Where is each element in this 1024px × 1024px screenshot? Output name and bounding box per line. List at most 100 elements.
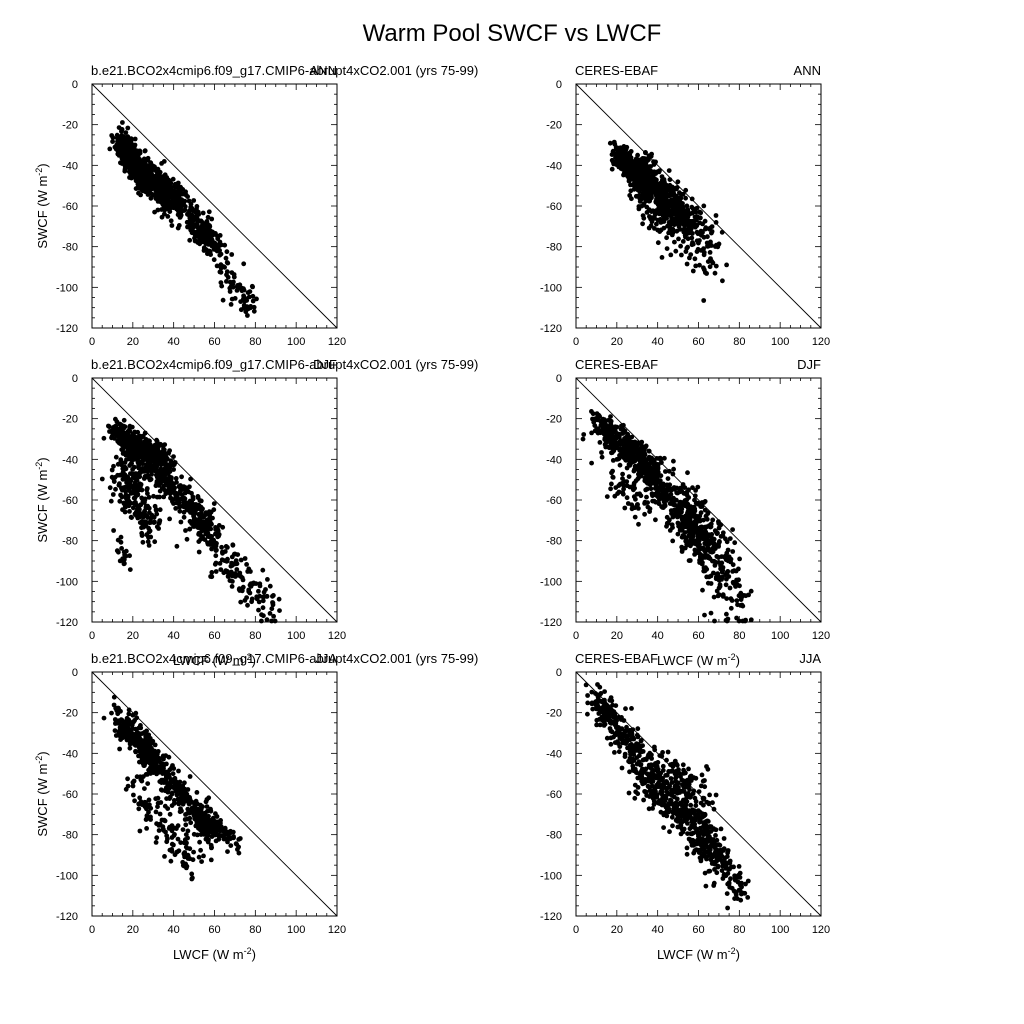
scatter-point — [614, 155, 620, 161]
scatter-point — [666, 230, 671, 236]
scatter-point — [644, 186, 649, 192]
scatter-point — [181, 200, 186, 206]
scatter-point — [163, 192, 169, 197]
scatter-point — [119, 437, 125, 443]
scatter-point — [120, 507, 125, 513]
scatter-point — [162, 211, 167, 217]
scatter-point — [182, 496, 188, 502]
scatter-point — [619, 481, 625, 486]
x-tick-label: 40 — [168, 630, 180, 642]
scatter-point — [126, 711, 132, 717]
scatter-point — [724, 611, 729, 617]
scatter-point — [646, 198, 652, 204]
scatter-point — [666, 204, 671, 210]
scatter-point — [609, 481, 614, 487]
scatter-point — [715, 244, 721, 250]
scatter-point — [705, 511, 711, 516]
scatter-point — [129, 722, 135, 728]
scatter-point — [595, 417, 601, 423]
scatter-point — [612, 424, 618, 430]
scatter-point — [111, 424, 117, 430]
scatter-point — [165, 214, 171, 219]
scatter-point — [111, 528, 116, 533]
scatter-point — [680, 239, 686, 244]
scatter-point — [131, 161, 137, 167]
scatter-point — [634, 491, 640, 497]
scatter-point — [175, 204, 181, 210]
scatter-point — [635, 476, 641, 482]
scatter-point — [161, 179, 167, 184]
scatter-point — [271, 613, 276, 619]
scatter-point — [729, 598, 735, 603]
scatter-point — [689, 210, 695, 216]
scatter-point — [126, 169, 132, 175]
panel-right-label: ANN — [310, 63, 337, 78]
scatter-point — [678, 205, 684, 211]
scatter-point — [637, 195, 642, 201]
scatter-point — [198, 231, 204, 237]
panel-right-label: JJA — [315, 651, 337, 666]
scatter-point — [702, 270, 708, 275]
scatter-point — [128, 478, 134, 484]
scatter-point — [671, 466, 676, 472]
scatter-point — [209, 216, 215, 222]
scatter-point — [703, 226, 708, 232]
x-axis-label: LWCF (W m-2) — [173, 652, 256, 668]
scatter-point — [276, 596, 282, 602]
scatter-point — [677, 227, 683, 232]
x-tick-label: 100 — [287, 336, 305, 348]
scatter-point — [125, 139, 130, 145]
x-tick-label: 40 — [652, 336, 664, 348]
scatter-point — [643, 487, 649, 493]
scatter-point — [213, 245, 219, 251]
scatter-point — [157, 507, 163, 513]
scatter-point — [668, 508, 674, 513]
scatter-point — [175, 183, 181, 188]
scatter-point — [138, 482, 144, 487]
scatter-point — [224, 568, 230, 574]
panel-right-label: DJF — [313, 357, 337, 372]
scatter-point — [683, 195, 688, 201]
scatter-point — [676, 221, 681, 227]
x-tick-label: 100 — [771, 336, 789, 348]
scatter-point — [166, 187, 172, 193]
scatter-point — [225, 556, 230, 562]
scatter-point — [110, 492, 116, 497]
scatter-point — [174, 197, 180, 203]
scatter-point — [135, 185, 141, 191]
scatter-point — [140, 539, 146, 545]
scatter-point — [716, 519, 721, 524]
scatter-point — [127, 553, 132, 559]
scatter-point — [737, 556, 742, 562]
scatter-point — [181, 509, 187, 515]
scatter-point — [220, 524, 226, 530]
scatter-point — [713, 213, 719, 218]
x-axis-label: LWCF (W m-2) — [173, 946, 256, 962]
panel-left-label: CERES-EBAF — [575, 63, 658, 78]
scatter-point — [238, 599, 244, 605]
scatter-point — [171, 467, 177, 472]
scatter-points — [101, 694, 243, 882]
scatter-point — [653, 517, 658, 523]
scatter-point — [627, 174, 633, 180]
scatter-point — [189, 490, 194, 496]
scatter-point — [127, 509, 132, 514]
scatter-point — [639, 439, 645, 445]
scatter-point — [115, 438, 121, 444]
scatter-point — [674, 186, 679, 192]
scatter-point — [144, 462, 149, 468]
y-tick-label: -60 — [62, 789, 78, 801]
scatter-point — [708, 573, 714, 579]
x-tick-label: 100 — [287, 630, 305, 642]
scatter-point — [139, 179, 145, 185]
scatter-point — [161, 204, 167, 210]
scatter-point — [625, 157, 631, 163]
scatter-point — [648, 486, 654, 492]
scatter-point — [107, 424, 112, 430]
scatter-point — [213, 525, 218, 530]
scatter-point — [241, 294, 247, 300]
scatter-point — [139, 495, 145, 501]
scatter-point — [720, 574, 725, 580]
scatter-point — [165, 468, 171, 474]
